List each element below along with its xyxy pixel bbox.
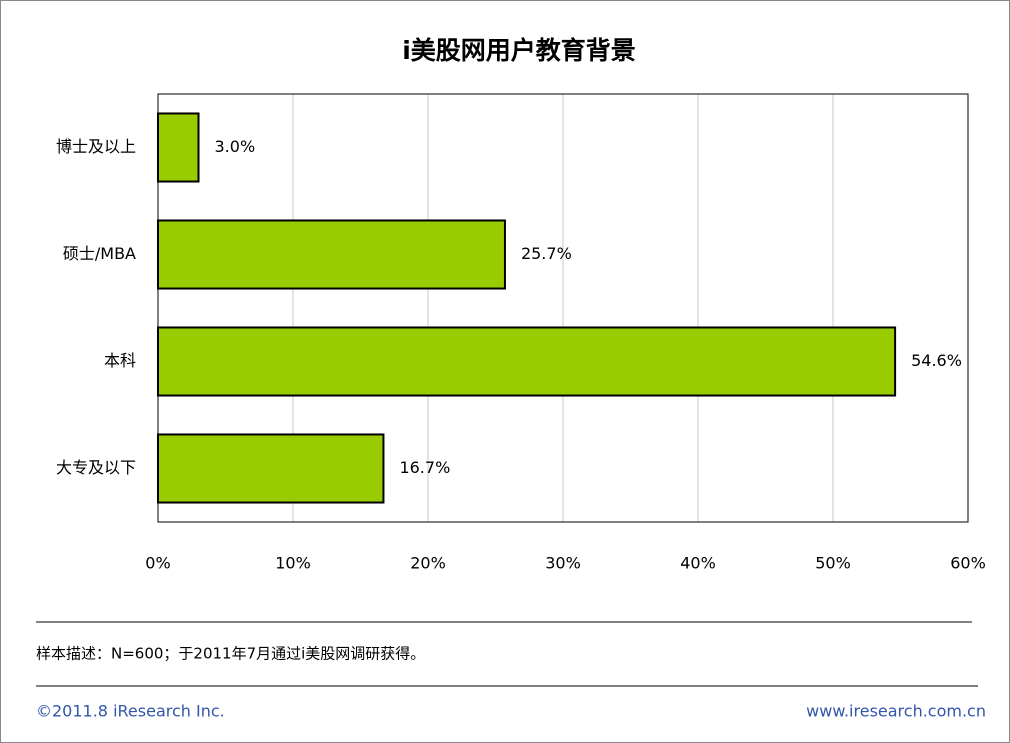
bar (157, 433, 385, 504)
y-tick-label: 本科 (104, 351, 136, 370)
chart-title: i美股网用户教育背景 (402, 36, 636, 65)
x-tick-label: 10% (275, 554, 311, 573)
data-label: 16.7% (399, 458, 450, 477)
y-tick-label: 大专及以下 (56, 458, 136, 477)
x-tick-label: 20% (410, 554, 446, 573)
x-tick-label: 60% (950, 554, 986, 573)
plot-border (157, 93, 969, 523)
data-label: 54.6% (911, 351, 962, 370)
bar (157, 112, 200, 183)
copyright: ©2011.8 iResearch Inc. (36, 702, 225, 721)
x-tick-label: 0% (145, 554, 170, 573)
x-tick-label: 30% (545, 554, 581, 573)
url: www.iresearch.com.cn (806, 702, 986, 721)
footnote: 样本描述：N=600；于2011年7月通过i美股网调研获得。 (36, 645, 425, 663)
x-tick-label: 50% (815, 554, 851, 573)
data-label: 3.0% (215, 137, 256, 156)
bar (157, 219, 506, 290)
x-tick-label: 40% (680, 554, 716, 573)
y-tick-label: 硕士/MBA (63, 244, 136, 263)
y-tick-label: 博士及以上 (56, 137, 136, 156)
data-label: 25.7% (521, 244, 572, 263)
bar (157, 326, 897, 397)
